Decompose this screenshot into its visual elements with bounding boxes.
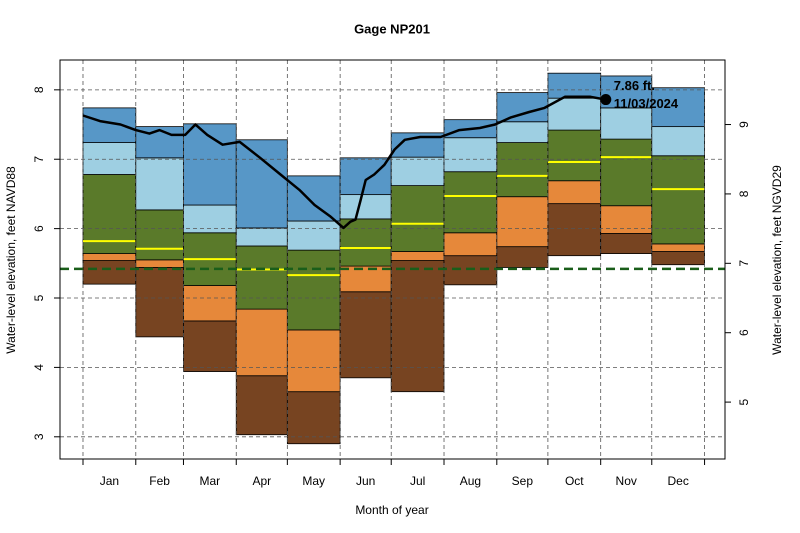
percentile-band bbox=[496, 142, 549, 198]
percentile-band bbox=[496, 92, 549, 123]
percentile-band bbox=[496, 246, 549, 268]
percentile-band bbox=[235, 227, 288, 247]
x-tick-label: Oct bbox=[565, 474, 584, 488]
x-tick-label: Jul bbox=[410, 474, 425, 488]
y-tick-label: 7 bbox=[32, 156, 46, 163]
percentile-band bbox=[390, 156, 445, 186]
percentile-band bbox=[286, 391, 341, 445]
x-tick-label: Jun bbox=[356, 474, 375, 488]
y-tick-label: 6 bbox=[32, 225, 46, 232]
y-tick-label: 5 bbox=[32, 294, 46, 301]
percentile-band bbox=[82, 107, 137, 143]
water-level-line bbox=[82, 95, 607, 230]
x-tick-label: Dec bbox=[667, 474, 688, 488]
percentile-band bbox=[82, 260, 137, 285]
percentile-band bbox=[443, 255, 498, 286]
x-tick-label: May bbox=[302, 474, 325, 488]
y2-tick-label: 7 bbox=[737, 260, 751, 267]
y-tick-label: 3 bbox=[32, 433, 46, 440]
y-axis-label: Water-level elevation, feet NAVD88 bbox=[4, 166, 18, 354]
percentile-band bbox=[82, 253, 137, 261]
percentile-band bbox=[390, 185, 445, 252]
percentile-band bbox=[339, 291, 392, 379]
percentile-band bbox=[600, 107, 653, 140]
y-tick-label: 4 bbox=[32, 364, 46, 371]
current-date: 11/03/2024 bbox=[614, 96, 679, 111]
percentile-band bbox=[339, 157, 392, 196]
percentile-band bbox=[183, 204, 237, 234]
y2-tick-label: 8 bbox=[737, 190, 751, 197]
percentile-band bbox=[135, 267, 184, 338]
percentile-band bbox=[183, 285, 237, 322]
current-label: 7.86 ft. bbox=[614, 78, 655, 93]
percentile-band bbox=[82, 142, 137, 175]
percentile-band bbox=[547, 129, 602, 182]
percentile-band bbox=[443, 232, 498, 257]
percentile-band bbox=[496, 121, 549, 143]
percentile-band bbox=[443, 171, 498, 234]
x-tick-label: Apr bbox=[252, 474, 271, 488]
percentile-band bbox=[651, 243, 705, 252]
y-tick-label: 8 bbox=[32, 86, 46, 93]
x-tick-label: Jan bbox=[100, 474, 119, 488]
percentile-band bbox=[443, 137, 498, 173]
x-tick-label: Mar bbox=[200, 474, 221, 488]
percentile-band bbox=[339, 218, 392, 267]
percentile-band bbox=[339, 194, 392, 220]
x-tick-label: Nov bbox=[616, 474, 637, 488]
percentile-band bbox=[286, 329, 341, 393]
percentile-band bbox=[547, 203, 602, 257]
percentile-band bbox=[547, 72, 602, 99]
x-axis-label: Month of year bbox=[355, 503, 428, 517]
y2-axis-label: Water-level elevation, feet NGVD29 bbox=[770, 165, 784, 355]
x-tick-label: Sep bbox=[512, 474, 534, 488]
percentile-band bbox=[651, 251, 705, 266]
percentile-band bbox=[390, 260, 445, 393]
percentile-band bbox=[235, 375, 288, 436]
percentile-band bbox=[651, 155, 705, 245]
percentile-band bbox=[600, 233, 653, 255]
percentile-band bbox=[235, 245, 288, 310]
percentile-band bbox=[600, 138, 653, 207]
percentile-band bbox=[135, 157, 184, 211]
percentile-band bbox=[390, 251, 445, 261]
percentile-band bbox=[235, 139, 288, 229]
percentile-band bbox=[651, 126, 705, 157]
y2-tick-label: 5 bbox=[737, 398, 751, 405]
y2-tick-label: 6 bbox=[737, 329, 751, 336]
percentile-band bbox=[286, 249, 341, 331]
percentile-band bbox=[286, 175, 341, 222]
percentile-band bbox=[496, 196, 549, 248]
percentile-band bbox=[547, 180, 602, 205]
current-point bbox=[600, 94, 612, 106]
percentile-band bbox=[286, 220, 341, 251]
x-tick-label: Feb bbox=[149, 474, 170, 488]
percentile-band bbox=[135, 259, 184, 268]
percentile-band bbox=[600, 205, 653, 234]
percentile-band bbox=[183, 320, 237, 372]
chart-title: Gage NP201 bbox=[354, 21, 430, 36]
percentile-band bbox=[651, 87, 705, 128]
x-tick-label: Aug bbox=[460, 474, 481, 488]
y2-tick-label: 9 bbox=[737, 121, 751, 128]
plot-frame bbox=[59, 59, 726, 460]
percentile-band bbox=[135, 209, 184, 261]
percentile-band bbox=[235, 308, 288, 377]
